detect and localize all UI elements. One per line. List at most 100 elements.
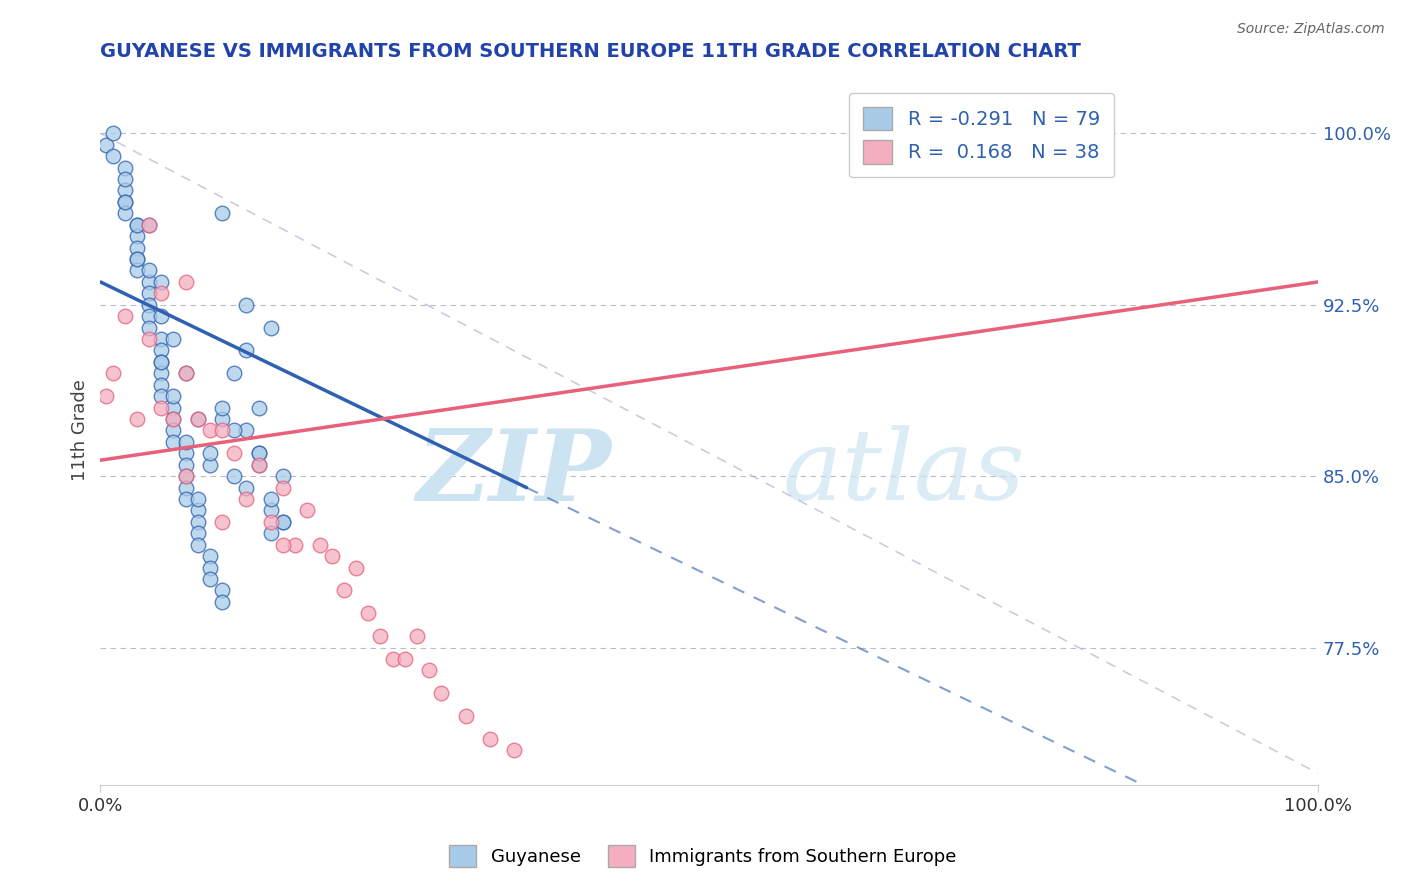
Point <box>114 172 136 186</box>
Point <box>150 343 173 358</box>
Point <box>224 424 246 438</box>
Point <box>138 218 160 232</box>
Point <box>235 491 257 506</box>
Text: atlas: atlas <box>783 425 1025 521</box>
Point <box>235 481 257 495</box>
Point <box>235 424 257 438</box>
Point <box>344 560 367 574</box>
Point <box>174 367 197 381</box>
Point <box>284 538 307 552</box>
Point <box>297 503 319 517</box>
Point <box>174 367 197 381</box>
Text: ZIP: ZIP <box>416 425 612 521</box>
Point <box>211 595 233 609</box>
Point <box>150 355 173 369</box>
Point <box>162 424 184 438</box>
Point <box>260 515 283 529</box>
Point <box>211 401 233 415</box>
Point <box>114 184 136 198</box>
Point <box>406 629 429 643</box>
Point <box>101 367 124 381</box>
Point <box>187 491 209 506</box>
Point <box>454 709 477 723</box>
Point <box>198 560 221 574</box>
Point <box>125 263 148 277</box>
Point <box>162 434 184 449</box>
Point <box>381 652 404 666</box>
Point <box>138 298 160 312</box>
Point <box>235 298 257 312</box>
Point <box>162 401 184 415</box>
Point <box>308 538 330 552</box>
Text: GUYANESE VS IMMIGRANTS FROM SOUTHERN EUROPE 11TH GRADE CORRELATION CHART: GUYANESE VS IMMIGRANTS FROM SOUTHERN EUR… <box>100 42 1081 61</box>
Point <box>174 446 197 460</box>
Point <box>125 229 148 244</box>
Legend: R = -0.291   N = 79, R =  0.168   N = 38: R = -0.291 N = 79, R = 0.168 N = 38 <box>849 93 1114 178</box>
Point <box>174 481 197 495</box>
Point <box>150 355 173 369</box>
Point <box>150 377 173 392</box>
Point <box>125 252 148 266</box>
Point <box>187 526 209 541</box>
Point <box>96 389 118 403</box>
Point <box>224 446 246 460</box>
Point <box>174 469 197 483</box>
Point <box>260 320 283 334</box>
Point <box>479 732 502 747</box>
Point <box>503 743 526 757</box>
Point <box>150 401 173 415</box>
Point <box>211 583 233 598</box>
Point <box>150 332 173 346</box>
Point <box>271 481 294 495</box>
Point <box>224 469 246 483</box>
Point <box>138 218 160 232</box>
Point <box>260 526 283 541</box>
Point <box>101 149 124 163</box>
Point <box>198 424 221 438</box>
Point <box>187 412 209 426</box>
Point <box>150 389 173 403</box>
Point <box>271 469 294 483</box>
Point <box>394 652 416 666</box>
Point <box>430 686 453 700</box>
Point <box>114 161 136 175</box>
Point <box>150 309 173 323</box>
Point <box>235 343 257 358</box>
Point <box>247 401 270 415</box>
Point <box>125 412 148 426</box>
Point <box>125 252 148 266</box>
Point <box>198 549 221 564</box>
Point <box>162 412 184 426</box>
Point <box>125 218 148 232</box>
Point <box>260 491 283 506</box>
Point <box>174 275 197 289</box>
Point <box>187 515 209 529</box>
Point <box>211 206 233 220</box>
Point <box>198 458 221 472</box>
Point <box>211 424 233 438</box>
Point <box>138 309 160 323</box>
Point <box>150 275 173 289</box>
Point <box>370 629 392 643</box>
Point <box>138 332 160 346</box>
Legend: Guyanese, Immigrants from Southern Europe: Guyanese, Immigrants from Southern Europ… <box>441 838 965 874</box>
Point <box>187 412 209 426</box>
Point <box>321 549 343 564</box>
Point <box>138 275 160 289</box>
Point <box>162 332 184 346</box>
Point <box>174 434 197 449</box>
Point <box>114 309 136 323</box>
Point <box>150 286 173 301</box>
Point <box>247 446 270 460</box>
Point <box>162 389 184 403</box>
Point <box>138 320 160 334</box>
Point <box>96 137 118 152</box>
Point <box>114 194 136 209</box>
Point <box>101 126 124 140</box>
Point <box>114 206 136 220</box>
Point <box>174 491 197 506</box>
Point <box>224 367 246 381</box>
Point <box>247 458 270 472</box>
Point <box>198 572 221 586</box>
Point <box>211 515 233 529</box>
